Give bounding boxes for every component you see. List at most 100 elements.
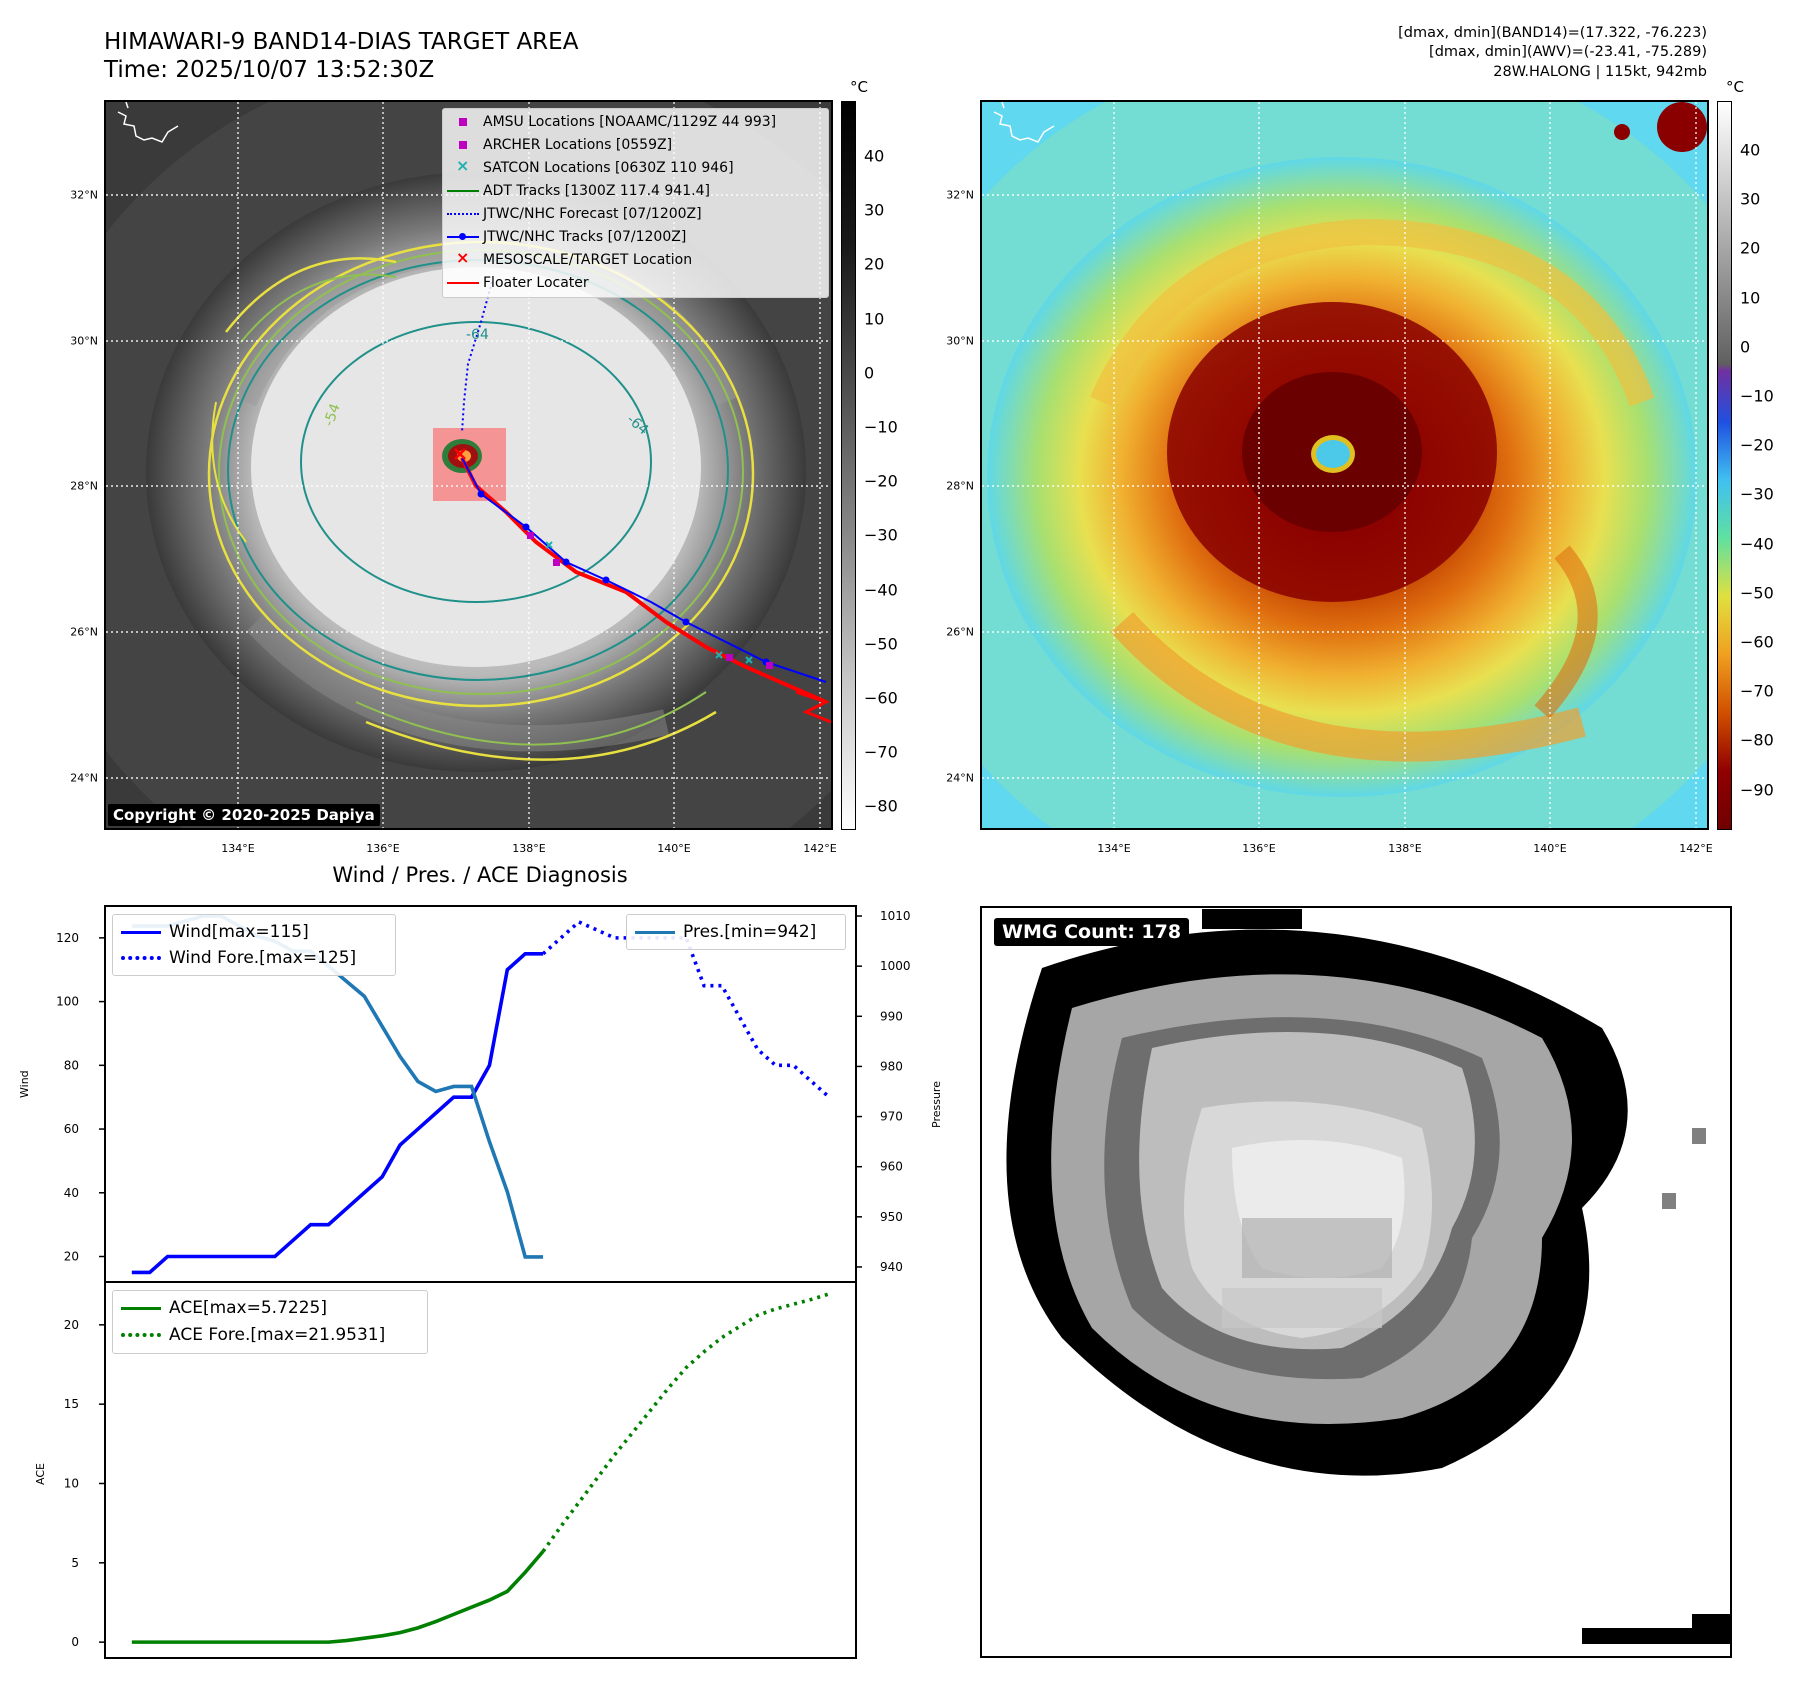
copyright-label: Copyright © 2020-2025 Dapiya xyxy=(108,804,380,826)
y2-tick-label: 960 xyxy=(880,1160,903,1174)
legend-label: JTWC/NHC Forecast [07/1200Z] xyxy=(483,206,702,222)
diagnosis-title: Wind / Pres. / ACE Diagnosis xyxy=(332,863,628,887)
line-marker-icon xyxy=(443,180,483,202)
square-marker-icon xyxy=(443,111,483,133)
wmg-image xyxy=(1006,909,1730,1644)
colorbar-tick: −60 xyxy=(1740,632,1774,652)
enhanced-map-panel xyxy=(980,100,1709,830)
lat-tick: 24°N xyxy=(70,771,98,785)
solid-line-icon xyxy=(113,919,169,945)
dotted-line-icon xyxy=(113,1322,169,1348)
dotted-line-icon xyxy=(443,203,483,225)
colorbar-tick: −80 xyxy=(1740,730,1774,750)
colorbar-tick: 0 xyxy=(1740,337,1751,357)
colorbar-tick: 40 xyxy=(864,146,885,166)
enhanced-map-image xyxy=(982,102,1707,828)
colorbar-unit: °C xyxy=(1726,78,1744,96)
wind-axis-label: Wind xyxy=(18,1070,31,1098)
y-tick-label: 5 xyxy=(71,1556,79,1570)
lat-tick: 24°N xyxy=(946,771,974,785)
colorbar-tick: −50 xyxy=(1740,583,1774,603)
colorbar-tick: 30 xyxy=(864,200,885,220)
legend-label: ACE Fore.[max=21.9531] xyxy=(169,1325,386,1345)
info-line-3: 28W.HALONG | 115kt, 942mb xyxy=(1493,64,1707,80)
ace-legend: ACE[max=5.7225] ACE Fore.[max=21.9531] xyxy=(112,1290,428,1354)
colorbar-tick: −10 xyxy=(1740,386,1774,406)
legend-label: ARCHER Locations [0559Z] xyxy=(483,137,673,153)
solid-line-icon xyxy=(113,1295,169,1321)
time-label: Time: 2025/10/07 13:52:30Z xyxy=(104,57,435,83)
colorbar-tick: 0 xyxy=(864,363,875,383)
lon-tick: 138°E xyxy=(1388,842,1422,855)
lat-tick: 26°N xyxy=(70,625,98,639)
y2-tick-label: 940 xyxy=(880,1260,903,1274)
lon-tick: 134°E xyxy=(221,842,255,855)
colorbar-tick: −40 xyxy=(1740,534,1774,554)
solid-line-icon xyxy=(627,919,683,945)
colorbar-tick: −70 xyxy=(1740,681,1774,701)
colorbar-tick: −20 xyxy=(1740,435,1774,455)
x-marker-icon: × xyxy=(456,156,470,175)
right-colorbar xyxy=(1717,101,1732,830)
y-tick-label: 100 xyxy=(56,995,79,1009)
legend-label: SATCON Locations [0630Z 110 946] xyxy=(483,160,734,176)
colorbar-tick: −20 xyxy=(864,471,898,491)
lat-tick: 32°N xyxy=(946,188,974,202)
colorbar-tick: 10 xyxy=(864,309,885,329)
legend-label: Pres.[min=942] xyxy=(683,922,817,942)
wind-legend: Wind[max=115] Wind Fore.[max=125] xyxy=(112,914,396,976)
ir-map-panel: -64 -64 -54 AMSU Locations [NOAAMC/1129Z… xyxy=(104,100,833,830)
ace-line xyxy=(541,1292,830,1553)
lat-tick: 32°N xyxy=(70,188,98,202)
left-colorbar xyxy=(841,101,856,830)
square-marker-icon xyxy=(443,134,483,156)
pressure-legend: Pres.[min=942] xyxy=(626,914,846,950)
lat-tick: 28°N xyxy=(946,479,974,493)
y-tick-label: 60 xyxy=(64,1122,79,1136)
lat-tick: 30°N xyxy=(70,334,98,348)
legend-label: Floater Locater xyxy=(483,275,589,291)
lon-tick: 140°E xyxy=(1533,842,1567,855)
colorbar-tick: −30 xyxy=(864,525,898,545)
colorbar-tick: −70 xyxy=(864,742,898,762)
y2-tick-label: 950 xyxy=(880,1210,903,1224)
lon-tick: 136°E xyxy=(1242,842,1276,855)
lat-tick: 30°N xyxy=(946,334,974,348)
y-tick-label: 10 xyxy=(64,1476,79,1490)
legend-label: Wind Fore.[max=125] xyxy=(169,948,357,968)
colorbar-tick: 20 xyxy=(864,254,885,274)
line-dot-marker-icon xyxy=(443,226,483,248)
x-marker-icon: × xyxy=(456,248,470,267)
map-legend: AMSU Locations [NOAAMC/1129Z 44 993] ARC… xyxy=(442,108,829,298)
y-tick-label: 20 xyxy=(64,1250,79,1264)
colorbar-tick: −10 xyxy=(864,417,898,437)
info-line-2: [dmax, dmin](AWV)=(-23.41, -75.289) xyxy=(1429,44,1707,60)
pressure-axis-label: Pressure xyxy=(930,1081,943,1128)
colorbar-tick: 10 xyxy=(1740,288,1761,308)
lat-tick: 28°N xyxy=(70,479,98,493)
colorbar-tick: 30 xyxy=(1740,189,1761,209)
legend-label: ACE[max=5.7225] xyxy=(169,1298,327,1318)
info-line-1: [dmax, dmin](BAND14)=(17.322, -76.223) xyxy=(1398,25,1707,41)
y2-tick-label: 980 xyxy=(880,1059,903,1073)
y-tick-label: 120 xyxy=(56,931,79,945)
page-title: HIMAWARI-9 BAND14-DIAS TARGET AREA xyxy=(104,29,579,55)
contour-label: -64 xyxy=(466,327,489,343)
colorbar-tick: −30 xyxy=(1740,484,1774,504)
ace-axis-label: ACE xyxy=(34,1463,47,1485)
colorbar-tick: −90 xyxy=(1740,780,1774,800)
wmg-panel: WMG Count: 178 xyxy=(980,906,1732,1658)
legend-label: JTWC/NHC Tracks [07/1200Z] xyxy=(483,229,687,245)
y2-tick-label: 990 xyxy=(880,1009,903,1023)
lat-tick: 26°N xyxy=(946,625,974,639)
colorbar-tick: −80 xyxy=(864,796,898,816)
y-tick-label: 40 xyxy=(64,1186,79,1200)
ace-line xyxy=(131,1550,545,1644)
lon-tick: 142°E xyxy=(1679,842,1713,855)
lon-tick: 138°E xyxy=(512,842,546,855)
legend-label: AMSU Locations [NOAAMC/1129Z 44 993] xyxy=(483,114,777,130)
y-tick-label: 80 xyxy=(64,1058,79,1072)
legend-label: MESOSCALE/TARGET Location xyxy=(483,252,693,268)
colorbar-tick: 40 xyxy=(1740,140,1761,160)
colorbar-unit: °C xyxy=(850,78,868,96)
